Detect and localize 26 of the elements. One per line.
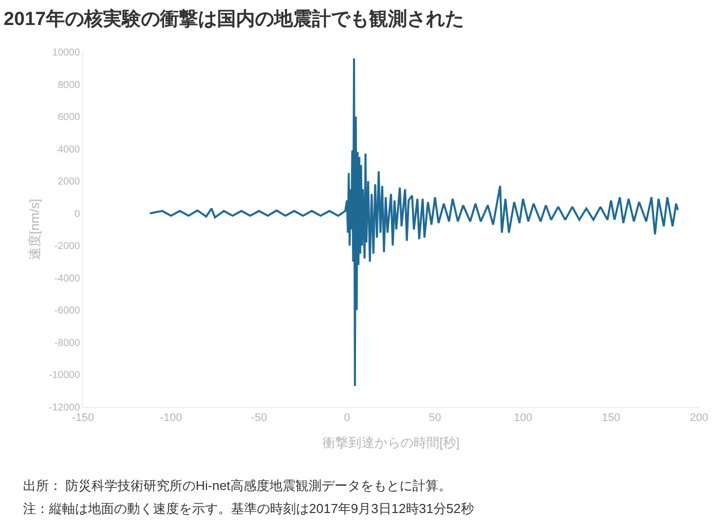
x-tick-label: -100 — [160, 412, 182, 424]
x-axis-title: 衝撃到達からの時間[秒] — [322, 434, 460, 450]
chart-title: 2017年の核実験の衝撃は国内の地震計でも観測された — [4, 8, 464, 30]
y-tick-label: 0 — [74, 208, 80, 220]
x-tick-label: 0 — [344, 412, 350, 424]
x-tick-label: 200 — [690, 412, 708, 424]
text: 出所： 防災科学技術研究所のHi-net高感度地震観測データをもとに計算。 — [23, 478, 452, 493]
y-tick-label: -12000 — [48, 402, 80, 414]
x-tick-label: -50 — [251, 412, 267, 424]
x-tick-label: -150 — [72, 412, 94, 424]
y-tick-label: -4000 — [54, 273, 80, 284]
y-tick-label: 10000 — [52, 48, 80, 58]
line-series — [148, 57, 679, 388]
y-tick-label: 8000 — [58, 80, 80, 91]
text: 注：縦軸は地面の動く速度を示す。基準の時刻は2017年9月3日12時31分52秒 — [23, 501, 474, 516]
y-tick-label: -10000 — [48, 370, 80, 382]
y-tick-label: 6000 — [58, 112, 80, 124]
y-tick-label: -8000 — [54, 338, 80, 349]
y-tick-label: -6000 — [54, 306, 80, 317]
x-tick-label: 50 — [428, 412, 442, 424]
y-tick-label: 2000 — [58, 176, 80, 188]
y-tick-label: 4000 — [58, 144, 80, 156]
x-tick-label: 100 — [514, 412, 532, 424]
y-axis-title: 速度[nm/s] — [26, 198, 42, 260]
y-tick-label: -2000 — [54, 241, 80, 252]
x-tick-label: 150 — [602, 412, 620, 424]
